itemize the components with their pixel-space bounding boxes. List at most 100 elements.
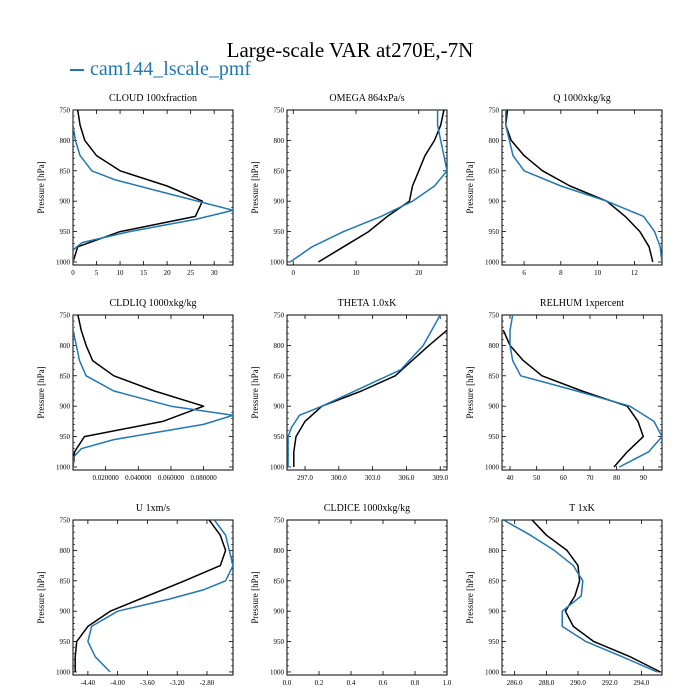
y-tick-label: 1000 (270, 668, 285, 676)
y-tick-label: 800 (274, 547, 285, 555)
y-tick-label: 800 (489, 342, 500, 350)
y-tick-label: 950 (489, 433, 500, 441)
y-tick-label: 900 (489, 198, 500, 206)
panel-5: RELHUM 1xpercent Pressure [hPa] 750 800 850 9… (465, 298, 663, 482)
x-tick-label: 15 (140, 269, 148, 277)
y-axis-label: Pressure [hPa] (250, 366, 260, 418)
y-tick-label: 900 (274, 198, 285, 206)
y-tick-label: 750 (489, 107, 500, 115)
plot-frame (286, 109, 448, 266)
y-tick-label: 1000 (270, 463, 285, 471)
y-tick-label: 900 (489, 403, 500, 411)
y-tick-label: 800 (274, 342, 285, 350)
panel-title: U 1xm/s (136, 503, 170, 514)
x-tick-label: 90 (640, 474, 648, 482)
y-tick-label: 800 (489, 547, 500, 555)
y-tick-label: 1000 (270, 258, 285, 266)
x-tick-label: 5 (95, 269, 99, 277)
x-tick-label: 0.0 (283, 679, 292, 687)
y-tick-label: 900 (274, 608, 285, 616)
y-tick-label: 900 (489, 608, 500, 616)
y-axis-label: Pressure [hPa] (250, 571, 260, 623)
x-tick-label: 294.0 (634, 679, 650, 687)
x-tick-label: 20 (164, 269, 172, 277)
x-tick-label: 30 (211, 269, 219, 277)
panel-0: CLOUD 100xfraction Pressure [hPa] 750 800 85… (36, 93, 234, 277)
y-tick-label: 850 (489, 167, 500, 175)
x-tick-label: 10 (594, 269, 602, 277)
legend-label: cam144_lscale_pmf (90, 58, 252, 80)
series-line-0 (502, 329, 645, 468)
panel-1: OMEGA 864xPa/s Pressure [hPa] 750 800 850 900… (250, 93, 448, 277)
plot-frame (72, 109, 234, 266)
plot-frame (286, 314, 448, 471)
x-tick-label: 286.0 (507, 679, 523, 687)
y-tick-label: 850 (489, 577, 500, 585)
y-axis-label: Pressure [hPa] (465, 571, 475, 623)
x-tick-label: 292.0 (602, 679, 618, 687)
y-axis-label: Pressure [hPa] (465, 161, 475, 213)
y-axis-label: Pressure [hPa] (36, 571, 46, 623)
y-tick-label: 850 (60, 577, 71, 585)
x-tick-label: -4.00 (110, 679, 125, 687)
series-line-1 (503, 520, 658, 673)
y-tick-label: 1000 (485, 463, 500, 471)
y-tick-label: 800 (274, 137, 285, 145)
x-tick-label: 50 (533, 474, 541, 482)
y-tick-label: 900 (60, 608, 71, 616)
y-tick-label: 850 (274, 167, 285, 175)
y-tick-label: 750 (274, 312, 285, 320)
y-tick-label: 900 (60, 403, 71, 411)
panel-title: THETA 1.0xK (338, 298, 397, 309)
y-tick-label: 750 (489, 312, 500, 320)
legend: cam144_lscale_pmf (70, 58, 251, 81)
panel-title: RELHUM 1xpercent (540, 298, 624, 309)
y-tick-label: 900 (274, 403, 285, 411)
x-tick-label: 297.0 (297, 474, 313, 482)
x-tick-label: 0 (71, 269, 75, 277)
y-axis-label: Pressure [hPa] (250, 161, 260, 213)
y-tick-label: 1000 (56, 258, 71, 266)
x-tick-label: 309.0 (432, 474, 448, 482)
y-tick-label: 950 (489, 228, 500, 236)
x-tick-label: -3.20 (170, 679, 185, 687)
x-tick-label: -4.40 (81, 679, 96, 687)
series-line-1 (73, 110, 233, 262)
series-line-0 (504, 110, 654, 263)
x-tick-label: 0.2 (315, 679, 324, 687)
y-tick-label: 750 (274, 107, 285, 115)
x-tick-label: 25 (187, 269, 195, 277)
y-tick-label: 950 (274, 638, 285, 646)
series-line-0 (293, 329, 447, 467)
panel-title: CLOUD 100xfraction (109, 93, 197, 104)
x-tick-label: 10 (353, 269, 361, 277)
plot-frame (501, 109, 663, 266)
y-tick-label: 950 (60, 638, 71, 646)
plot-frame (501, 519, 663, 676)
panel-title: T 1xK (569, 503, 595, 514)
panel-title: CLDICE 1000xkg/kg (324, 503, 410, 514)
series-line-0 (74, 520, 227, 672)
x-tick-label: 0.040000 (125, 474, 152, 482)
y-axis-label: Pressure [hPa] (36, 161, 46, 213)
x-tick-label: 1.0 (443, 679, 452, 687)
y-tick-label: 950 (60, 228, 71, 236)
x-tick-label: 60 (560, 474, 568, 482)
x-tick-label: -2.80 (200, 679, 215, 687)
y-tick-label: 750 (60, 312, 71, 320)
series-line-1 (87, 520, 233, 673)
y-tick-label: 950 (274, 433, 285, 441)
x-tick-label: 80 (613, 474, 621, 482)
x-tick-label: 20 (415, 269, 423, 277)
y-tick-label: 750 (60, 517, 71, 525)
panel-title: CLDLIQ 1000xkg/kg (110, 298, 197, 309)
series-line-1 (289, 110, 447, 263)
plot-frame (501, 314, 663, 471)
y-tick-label: 800 (60, 547, 71, 555)
panel-3: CLDLIQ 1000xkg/kg Pressure [hPa] 750 800 850… (36, 298, 234, 482)
panel-title: Q 1000xkg/kg (553, 93, 611, 104)
x-tick-label: 0 (292, 269, 296, 277)
x-tick-label: 0.020000 (93, 474, 120, 482)
x-tick-label: 6 (522, 269, 526, 277)
